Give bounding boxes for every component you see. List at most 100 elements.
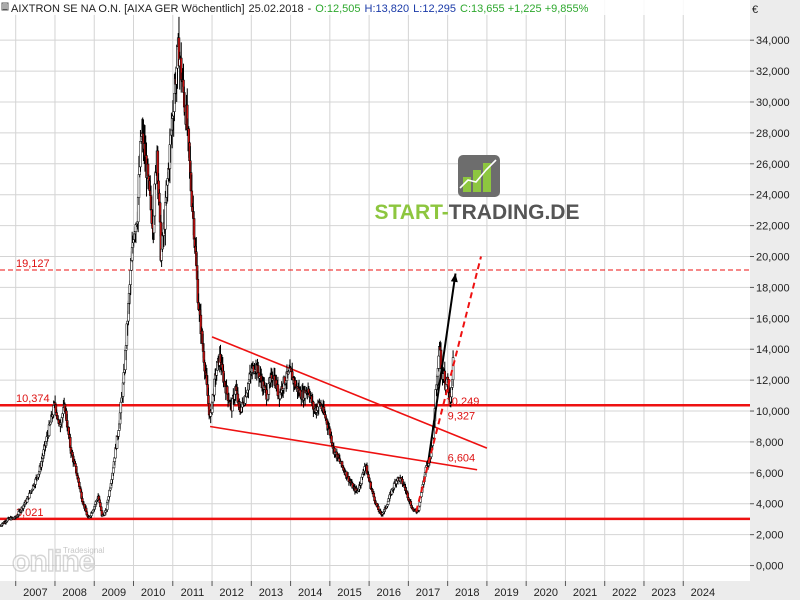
y-tick-label: 4,000 [756,499,784,511]
projection-dashed [415,256,482,512]
horizontal-levels: 19,127 10,374 3,021 [0,258,750,521]
level-labels: 10,249 9,327 6,604 [446,396,480,464]
x-tick-label: 2012 [219,587,243,599]
x-tick-label: 2021 [573,587,597,599]
candle-body [129,270,132,285]
x-tick-label: 2018 [455,587,479,599]
low-value: L:12,295 [413,3,456,15]
y-axis-ticks: 0,000 2,000 4,000 6,000 8,000 10,000 12,000 14,… [750,35,790,573]
y-tick-label: 28,000 [756,128,790,140]
x-tick-label: 2017 [416,587,440,599]
candle-body [276,384,280,396]
x-tick-label: 2022 [612,587,636,599]
y-tick-label: 22,000 [756,221,790,233]
y-axis-panel [750,0,800,581]
candle-body [164,202,167,230]
watermark: online Tradesignal [11,544,105,578]
candle-body [386,500,390,505]
candle-body [25,498,29,503]
header-text: AIXTRON SE NA O.N. [AIXA GER Wöchentlich… [11,3,589,15]
x-axis-panel [0,581,800,600]
x-axis-ticks: 2007 2008 2009 2010 2011 2012 2013 2014 2015 2016… [15,581,715,599]
x-tick-label: 2015 [337,587,361,599]
x-tick-label: 2024 [691,587,715,599]
x-tick-label: 2020 [534,587,558,599]
projection-solid [427,273,457,464]
candle-body [112,467,115,474]
x-tick-label: 2014 [298,587,322,599]
price-level-label: 6,604 [448,453,476,465]
x-tick-label: 2008 [62,587,86,599]
candle-body [117,430,120,437]
candle-body [207,395,210,404]
candle-body [113,457,117,462]
y-tick-label: 2,000 [756,530,784,542]
logo-text: START-TRADING.DE [375,201,580,224]
candle-body [330,435,333,444]
candle-body [187,128,191,144]
x-tick-label: 2013 [259,587,283,599]
logo: START-TRADING.DE [375,155,580,224]
candle-body [47,424,51,436]
header: AIXTRON SE NA O.N. [AIXA GER Wöchentlich… [0,0,748,15]
candle-body [407,497,410,501]
x-tick-label: 2016 [377,587,401,599]
candle-body [99,502,102,508]
y-tick-label: 18,000 [756,282,790,294]
candle-body [98,499,101,503]
currency-label: € [752,4,758,16]
x-tick-label: 2010 [141,587,165,599]
y-tick-label: 12,000 [756,375,790,387]
y-tick-label: 20,000 [756,252,790,264]
candle-body [192,218,196,240]
candle-body [137,174,141,198]
watermark-word: online [12,545,95,578]
chart-bars-logo-icon [458,155,500,197]
price-level-label: 10,249 [446,396,480,408]
y-tick-label: 8,000 [756,437,784,449]
y-tick-label: 6,000 [756,468,784,480]
grid [0,0,750,581]
candle-body [215,370,218,376]
price-level-label: 9,327 [448,410,476,422]
candle-body [451,357,455,380]
y-tick-label: 32,000 [756,66,790,78]
trendline-lower-falling [209,425,478,471]
x-tick-label: 2019 [494,587,518,599]
high-value: H:13,820 [365,3,410,15]
y-tick-label: 14,000 [756,344,790,356]
trendlines [209,336,488,471]
candle-body [372,492,376,498]
candle-body [446,376,450,380]
arrow-head-icon [450,273,458,283]
candle-body [139,140,142,168]
candle-body [55,412,58,416]
header-date: 25.02.2018 [249,3,304,15]
open-value: O:12,505 [315,3,360,15]
x-tick-label: 2009 [102,587,126,599]
candle-body [437,355,440,369]
instrument-name: AIXTRON SE NA O.N. [AIXA GER Wöchentlich… [11,3,245,15]
y-tick-label: 16,000 [756,313,790,325]
level-label: 19,127 [16,258,50,270]
close-change-value: C:13,655 +1,225 +9,855% [460,3,589,15]
watermark-tag: Tradesignal [63,546,105,555]
candle-body [119,401,123,414]
y-tick-label: 0,000 [756,561,784,573]
projections [415,256,482,512]
x-tick-label: 2007 [23,587,47,599]
header-menu-icon[interactable] [1,2,9,11]
y-tick-label: 30,000 [756,97,790,109]
y-tick-label: 34,000 [756,35,790,47]
level-label: 10,374 [16,393,50,405]
level-label: 3,021 [16,507,44,519]
y-tick-label: 26,000 [756,159,790,171]
x-tick-label: 2023 [651,587,675,599]
y-tick-label: 24,000 [756,190,790,202]
candle-body [99,506,103,511]
candle-body [226,386,229,395]
candle-body [74,463,77,467]
y-tick-label: 10,000 [756,406,790,418]
